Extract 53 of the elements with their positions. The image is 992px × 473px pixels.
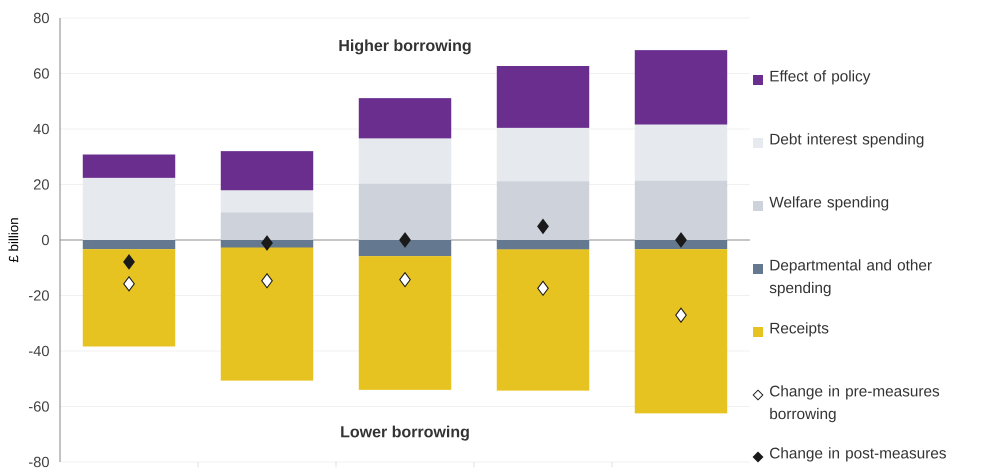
point <box>261 236 273 251</box>
bar <box>220 247 314 381</box>
bar <box>82 249 176 347</box>
y-tick-label: -20 <box>28 290 49 301</box>
point <box>537 280 549 296</box>
bar <box>496 181 590 240</box>
legend-label: Debt interest spending <box>770 133 924 148</box>
y-tick-label: -60 <box>28 401 49 412</box>
bar <box>358 138 452 184</box>
point <box>675 308 687 323</box>
bar <box>220 151 314 190</box>
point <box>261 273 273 288</box>
bar <box>358 240 452 256</box>
y-tick-label: 0 <box>42 234 49 246</box>
bar <box>358 98 452 138</box>
point <box>399 272 411 288</box>
y-tick-label: 60 <box>34 68 49 79</box>
bar <box>634 50 728 125</box>
bar <box>220 190 314 212</box>
point <box>123 254 135 270</box>
bar <box>82 240 176 250</box>
bar <box>496 240 590 250</box>
y-axis-title: £ billion <box>8 218 18 262</box>
point <box>399 232 411 248</box>
bar <box>496 66 590 128</box>
bar <box>358 184 452 240</box>
point <box>123 276 135 292</box>
legend-label: Effect of policy <box>770 70 870 85</box>
point <box>537 218 549 234</box>
bar <box>634 240 728 250</box>
bar <box>82 178 176 240</box>
y-tick-label: 40 <box>34 124 49 134</box>
y-tick-label: 80 <box>34 12 49 24</box>
bar <box>496 249 590 391</box>
bar <box>634 249 728 414</box>
bar <box>82 154 176 178</box>
point <box>675 232 687 248</box>
bar <box>220 212 314 240</box>
annotation: Higher borrowing <box>339 39 471 54</box>
bar <box>220 240 314 248</box>
y-tick-label: -40 <box>28 346 49 356</box>
legend-label: Welfare spending <box>769 196 888 211</box>
bar <box>634 124 728 181</box>
bar <box>496 128 590 182</box>
legend-label: Change in pre-measures borrowing <box>770 385 940 422</box>
y-tick-label: -80 <box>28 456 49 468</box>
legend-label: Receipts <box>770 322 828 337</box>
legend-label: Change in post-measures <box>770 447 946 462</box>
y-tick-label: 20 <box>34 179 49 190</box>
annotation: Lower borrowing <box>341 426 469 441</box>
legend-label: Departmental and other spending <box>770 259 932 296</box>
bar <box>634 180 728 240</box>
bar <box>358 256 452 390</box>
